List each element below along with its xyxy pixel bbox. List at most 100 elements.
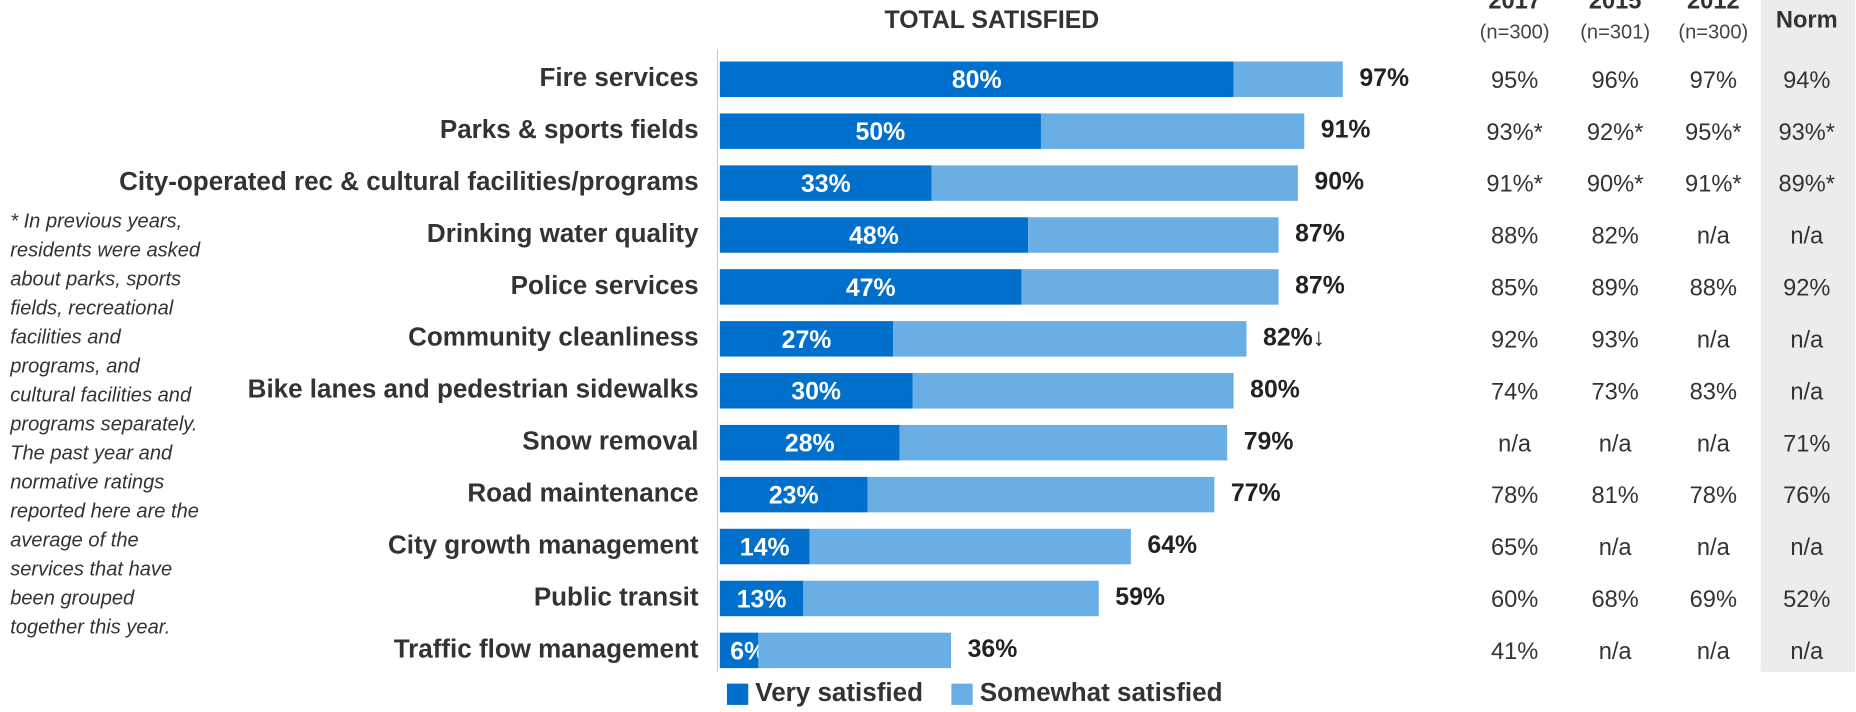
total-label: 82%↓ (1263, 324, 1325, 351)
bar-segment (719, 528, 810, 565)
table-cell: 68% (1591, 587, 1638, 613)
category-label: Community cleanliness (408, 322, 698, 352)
category-label: Police services (511, 270, 699, 300)
table-cell: 95% (1491, 68, 1538, 94)
category-label: City-operated rec & cultural facilities/… (119, 166, 698, 196)
table-cell: 60% (1491, 587, 1538, 613)
table-cell: 78% (1491, 483, 1538, 509)
total-label: 64% (1147, 532, 1197, 559)
bar-segment (1233, 61, 1343, 97)
table-cell: 41% (1491, 639, 1538, 665)
table-cell: 81% (1591, 483, 1638, 509)
bar-value-label: 30% (791, 379, 841, 406)
table-cell: 65% (1491, 535, 1538, 561)
bar-segment (899, 424, 1228, 461)
table-cell: 73% (1591, 379, 1638, 405)
bar-segment (912, 373, 1234, 409)
bar-segment (867, 476, 1215, 513)
footnote-line: facilities and (10, 327, 121, 349)
column-year: 2017 (1488, 0, 1541, 15)
bar-segment (1021, 269, 1279, 305)
bar-segment (803, 580, 1099, 617)
table-cell: 92% (1491, 327, 1538, 353)
column-year: Norm (1776, 8, 1838, 34)
table-cell: 83% (1690, 379, 1737, 405)
table-cell: n/a (1790, 379, 1824, 405)
table-cell: 76% (1783, 483, 1830, 509)
table-cell: 97% (1690, 68, 1737, 94)
total-label: 77% (1231, 480, 1281, 507)
column-n: (n=300) (1480, 21, 1550, 43)
footnote-line: fields, recreational (10, 298, 174, 320)
footnote-line: reported here are the (10, 500, 199, 522)
table-cell: n/a (1697, 431, 1731, 457)
bar-segment (719, 113, 1041, 149)
table-cell: 90%* (1587, 172, 1644, 198)
bar-segment (758, 632, 952, 669)
bar-value-label: 80% (952, 67, 1002, 94)
total-label: 90% (1314, 169, 1364, 196)
bar-value-label: 33% (801, 171, 851, 198)
bar-segment (719, 61, 1234, 97)
category-label: Public transit (534, 581, 699, 611)
bar-value-label: 23% (769, 483, 819, 510)
column-n: (n=301) (1580, 21, 1650, 43)
category-label: Fire services (540, 62, 699, 92)
bar-segment (1040, 113, 1305, 149)
bar-segment (719, 217, 1029, 253)
footnote-line: * In previous years, (10, 211, 182, 233)
bar-segment (1028, 217, 1279, 253)
bar-segment (719, 269, 1022, 305)
table-cell: 92%* (1587, 120, 1644, 146)
table-cell: 74% (1491, 379, 1538, 405)
bar-value-label: 28% (785, 431, 835, 458)
category-label: Bike lanes and pedestrian sidewalks (248, 374, 699, 404)
footnote-line: programs separately. (9, 414, 197, 436)
footnote-line: services that have (10, 558, 172, 580)
table-cell: 95%* (1685, 120, 1742, 146)
table-cell: n/a (1790, 327, 1824, 353)
footnote-line: together this year. (10, 616, 170, 638)
column-year: 2015 (1589, 0, 1642, 15)
footnote-line: The past year and (10, 442, 173, 464)
table-cell: 96% (1591, 68, 1638, 94)
table-cell: 89% (1591, 276, 1638, 302)
category-label: Snow removal (522, 426, 698, 456)
table-cell: n/a (1790, 639, 1824, 665)
table-cell: 52% (1783, 587, 1830, 613)
bar-segment (719, 165, 932, 201)
total-label: 80% (1250, 376, 1300, 403)
table-cell: n/a (1697, 639, 1731, 665)
bar-value-label: 47% (846, 275, 896, 302)
table-cell: 91%* (1685, 172, 1742, 198)
table-cell: 94% (1783, 68, 1830, 94)
table-cell: n/a (1697, 327, 1731, 353)
bar-value-label: 50% (856, 119, 906, 146)
table-cell: 85% (1491, 276, 1538, 302)
norm-column-background (1760, 0, 1856, 672)
footnote-line: about parks, sports (10, 269, 181, 291)
table-cell: n/a (1599, 535, 1633, 561)
bar-segment (719, 632, 759, 669)
table-cell: 93%* (1778, 120, 1835, 146)
table-cell: n/a (1599, 431, 1633, 457)
bar-segment (719, 321, 894, 357)
table-cell: 88% (1491, 224, 1538, 250)
table-cell: n/a (1697, 224, 1731, 250)
footnote-line: residents were asked (10, 240, 201, 262)
footnote-line: programs, and (9, 356, 140, 378)
table-cell: 92% (1783, 276, 1830, 302)
category-label: Parks & sports fields (440, 114, 699, 144)
table-cell: n/a (1697, 535, 1731, 561)
footnote-line: average of the (10, 529, 138, 551)
bar-value-label: 48% (849, 223, 899, 250)
total-label: 91% (1321, 117, 1371, 144)
table-cell: n/a (1599, 639, 1633, 665)
bar-value-label: 13% (737, 586, 787, 613)
legend-swatch (726, 683, 749, 705)
column-n: (n=300) (1678, 21, 1748, 43)
category-label: Drinking water quality (427, 218, 699, 248)
table-cell: 78% (1690, 483, 1737, 509)
total-label: 87% (1295, 272, 1345, 299)
